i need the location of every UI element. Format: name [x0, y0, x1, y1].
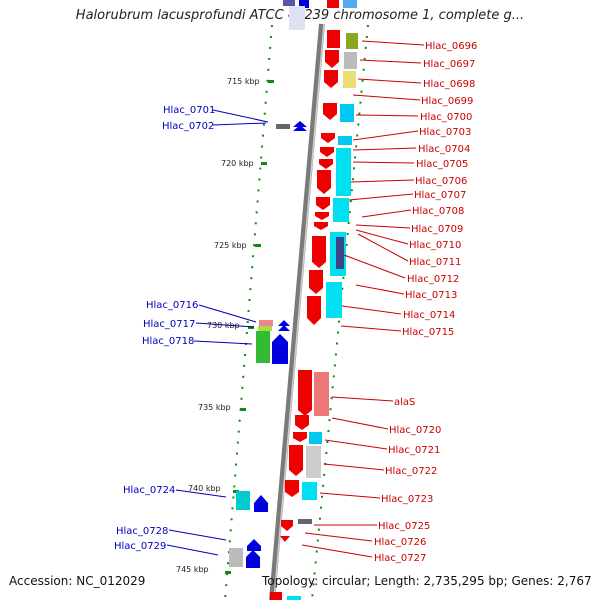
reverse-strand-genes [229, 121, 307, 568]
gene-label-right[interactable]: Hlac_0715 [402, 327, 454, 338]
gene-label-left[interactable]: Hlac_0729 [114, 541, 166, 552]
gene-label-right[interactable]: Hlac_0704 [418, 144, 470, 155]
gene-label-left[interactable]: Hlac_0718 [142, 336, 194, 347]
scale-labels: 715 kbp 720 kbp 725 kbp 730 kbp 735 kbp … [176, 77, 260, 574]
gene-label-left[interactable]: Hlac_0724 [123, 485, 175, 496]
gene-label-left[interactable]: Hlac_0702 [162, 121, 214, 132]
gene-label-right[interactable]: Hlac_0710 [409, 240, 461, 251]
right-gene-labels: Hlac_0696 Hlac_0697 Hlac_0698 Hlac_0699 … [374, 41, 477, 564]
gene-label-right[interactable]: Hlac_0722 [385, 466, 437, 477]
right-leader-lines [301, 40, 425, 558]
gene-label-right[interactable]: Hlac_0698 [423, 79, 475, 90]
gene-label-right[interactable]: alaS [394, 397, 415, 408]
left-gene-labels: Hlac_0701 Hlac_0702 Hlac_0716 Hlac_0717 … [114, 105, 215, 552]
gene-label-right[interactable]: Hlac_0713 [405, 290, 457, 301]
gene-label-right[interactable]: Hlac_0696 [425, 41, 477, 52]
forward-strand-genes [270, 30, 340, 600]
accession-info: Accession: NC_012029 [9, 574, 146, 588]
gene-label-right[interactable]: Hlac_0712 [407, 274, 459, 285]
gene-label-right[interactable]: Hlac_0707 [414, 190, 466, 201]
gene-label-right[interactable]: Hlac_0711 [409, 257, 461, 268]
gene-label-right[interactable]: Hlac_0723 [381, 494, 433, 505]
scale-label: 730 kbp [207, 321, 240, 330]
gene-label-right[interactable]: Hlac_0709 [411, 224, 463, 235]
gene-label-right[interactable]: Hlac_0705 [416, 159, 468, 170]
left-leader-lines [166, 109, 269, 556]
gene-label-right[interactable]: Hlac_0708 [412, 206, 464, 217]
scale-label: 725 kbp [214, 241, 247, 250]
gene-label-right[interactable]: Hlac_0697 [423, 59, 475, 70]
gene-label-right[interactable]: Hlac_0699 [421, 96, 473, 107]
gene-label-right[interactable]: Hlac_0726 [374, 537, 426, 548]
gene-label-right[interactable]: Hlac_0714 [403, 310, 455, 321]
gene-label-left[interactable]: Hlac_0717 [143, 319, 195, 330]
scale-label: 715 kbp [227, 77, 260, 86]
forward-strand-genes-colored [287, 33, 358, 600]
gene-label-right[interactable]: Hlac_0721 [388, 445, 440, 456]
gene-label-left[interactable]: Hlac_0728 [116, 526, 168, 537]
gene-label-right[interactable]: Hlac_0727 [374, 553, 426, 564]
gene-label-right[interactable]: Hlac_0700 [420, 112, 472, 123]
scale-label: 745 kbp [176, 565, 209, 574]
gene-label-left[interactable]: Hlac_0701 [163, 105, 215, 116]
chromosome-backbone [269, 23, 325, 600]
scale-label: 735 kbp [198, 403, 231, 412]
scale-label: 740 kbp [188, 484, 221, 493]
scale-label: 720 kbp [221, 159, 254, 168]
top-partial-genes [283, 0, 357, 30]
gene-label-right[interactable]: Hlac_0703 [419, 127, 471, 138]
gene-label-left[interactable]: Hlac_0716 [146, 300, 198, 311]
gene-label-right[interactable]: Hlac_0725 [378, 521, 430, 532]
topology-info: Topology: circular; Length: 2,735,295 bp… [262, 574, 592, 588]
gene-label-right[interactable]: Hlac_0720 [389, 425, 441, 436]
gene-label-right[interactable]: Hlac_0706 [415, 176, 467, 187]
